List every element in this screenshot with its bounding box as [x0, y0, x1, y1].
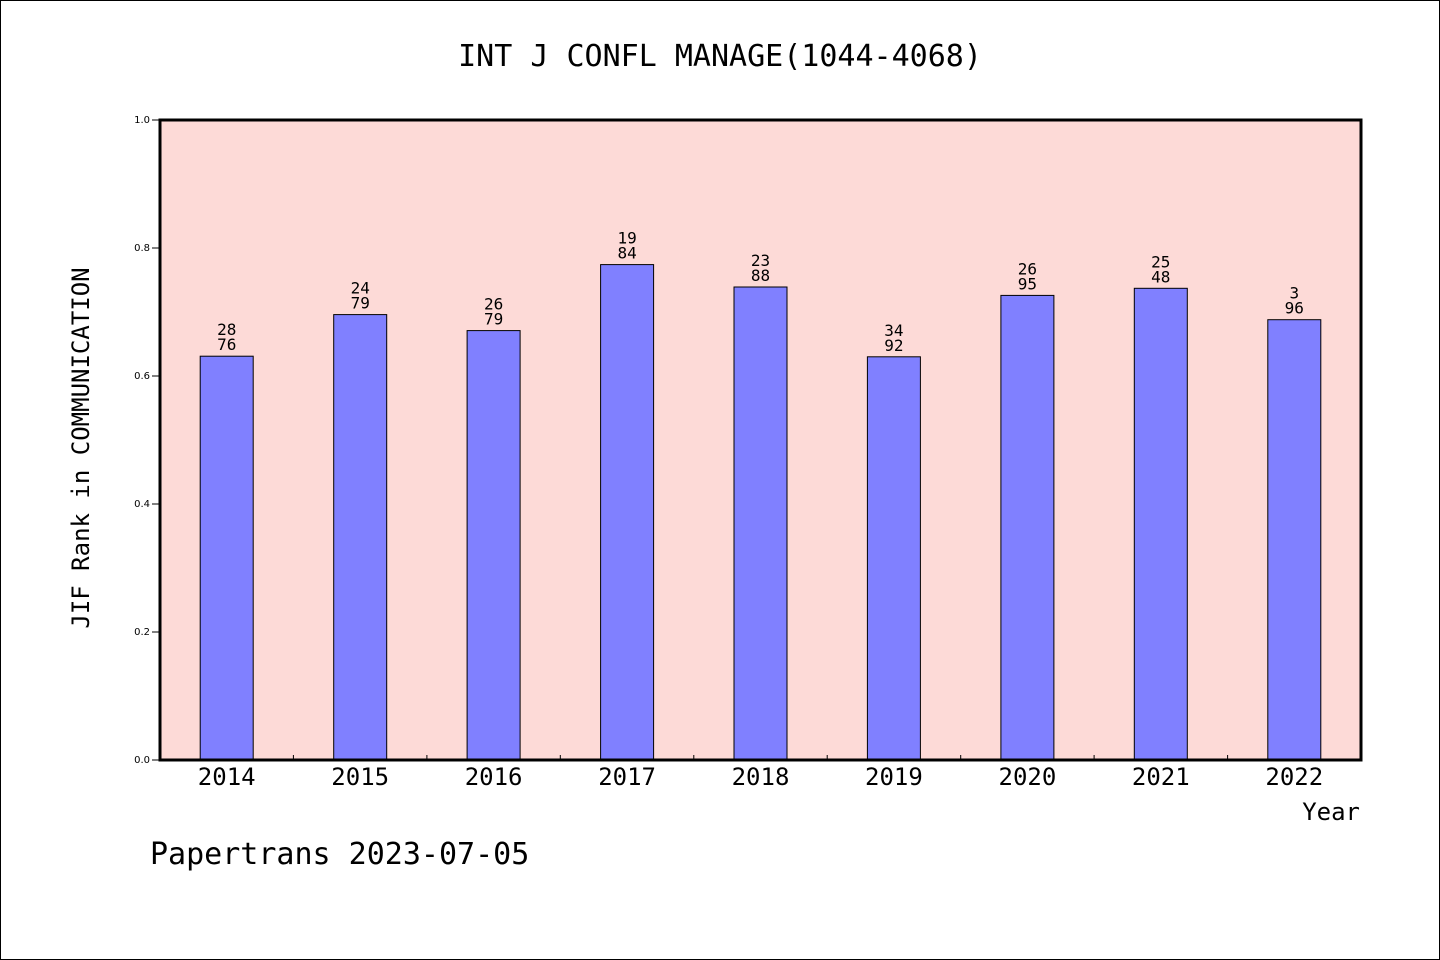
x-tick-label-2018: 2018 [732, 763, 790, 791]
y-tick-label-0.6: 0.6 [134, 371, 150, 382]
bar-label-2020-line1: 26 [1018, 259, 1037, 278]
bar-label-2018-line2: 88 [751, 266, 770, 285]
bar-label-2022-line2: 96 [1285, 299, 1304, 318]
x-tick-label-2021: 2021 [1132, 763, 1190, 791]
x-tick-label-2020: 2020 [999, 763, 1057, 791]
bar-2014 [199, 355, 254, 761]
bar-label-2015-line2: 79 [351, 294, 370, 313]
x-axis-label: Year [1302, 798, 1360, 826]
y-axis-label: JIF Rank in COMMUNICATION [67, 267, 95, 628]
x-tick-label-2016: 2016 [465, 763, 523, 791]
bars-layer [199, 264, 1322, 761]
bar-label-2016-line1: 26 [484, 295, 503, 314]
y-tick-label-0.4: 0.4 [134, 499, 150, 510]
ticks-layer: 2014 2015 2016 2017 2018 2019 2020 2021 2022 0.0 0… [134, 115, 1323, 791]
bar-label-2019-line1: 34 [884, 321, 903, 340]
bar-2015 [333, 314, 388, 761]
bar-label-2018-line1: 23 [751, 251, 770, 270]
x-tick-label-2017: 2017 [598, 763, 656, 791]
bar-label-2017-line2: 84 [617, 244, 636, 263]
bar-label-2019-line2: 92 [884, 336, 903, 355]
footer-watermark: Papertrans 2023-07-05 [150, 837, 529, 872]
y-tick-label-0.0: 0.0 [134, 755, 150, 766]
bar-label-2014-line1: 28 [217, 320, 236, 339]
bar-2020 [1000, 294, 1055, 761]
bar-label-2021-line2: 48 [1151, 267, 1170, 286]
bar-label-2015-line1: 24 [351, 279, 370, 298]
x-tick-label-2014: 2014 [198, 763, 256, 791]
bar-2018 [733, 286, 788, 761]
chart-title: INT J CONFL MANAGE(1044-4068) [458, 39, 982, 74]
bar-label-2022-line1: 3 [1289, 284, 1299, 303]
bar-2017 [600, 264, 655, 761]
bar-2019 [866, 356, 921, 761]
bar-label-2021-line1: 25 [1151, 252, 1170, 271]
bar-label-2016-line2: 79 [484, 310, 503, 329]
bar-2022 [1267, 319, 1322, 761]
bar-label-2020-line2: 95 [1018, 274, 1037, 293]
y-tick-label-0.8: 0.8 [134, 243, 150, 254]
bar-label-2014-line2: 76 [217, 335, 236, 354]
x-tick-label-2015: 2015 [331, 763, 389, 791]
x-tick-label-2022: 2022 [1265, 763, 1323, 791]
plot-border [158, 118, 1363, 762]
y-tick-label-1.0: 1.0 [134, 115, 150, 126]
bar-label-2017-line1: 19 [617, 229, 636, 248]
bar-2021 [1133, 287, 1188, 761]
bar-2016 [466, 330, 521, 761]
y-tick-label-0.2: 0.2 [134, 627, 150, 638]
x-tick-label-2019: 2019 [865, 763, 923, 791]
